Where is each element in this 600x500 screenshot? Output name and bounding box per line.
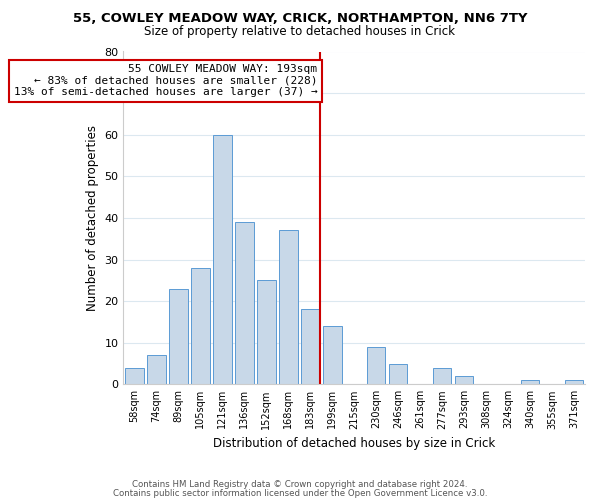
Text: Contains public sector information licensed under the Open Government Licence v3: Contains public sector information licen… [113,488,487,498]
Bar [279,230,298,384]
Y-axis label: Number of detached properties: Number of detached properties [86,125,99,311]
Bar [521,380,539,384]
Bar [301,310,320,384]
Bar [125,368,143,384]
Bar [169,288,188,384]
Bar [191,268,209,384]
Text: 55, COWLEY MEADOW WAY, CRICK, NORTHAMPTON, NN6 7TY: 55, COWLEY MEADOW WAY, CRICK, NORTHAMPTO… [73,12,527,26]
Text: Contains HM Land Registry data © Crown copyright and database right 2024.: Contains HM Land Registry data © Crown c… [132,480,468,489]
Bar [147,355,166,384]
Text: 55 COWLEY MEADOW WAY: 193sqm
← 83% of detached houses are smaller (228)
13% of s: 55 COWLEY MEADOW WAY: 193sqm ← 83% of de… [14,64,317,97]
Bar [235,222,254,384]
Bar [565,380,583,384]
Bar [367,347,385,385]
Text: Size of property relative to detached houses in Crick: Size of property relative to detached ho… [145,25,455,38]
Bar [213,134,232,384]
Bar [433,368,451,384]
X-axis label: Distribution of detached houses by size in Crick: Distribution of detached houses by size … [213,437,495,450]
Bar [389,364,407,384]
Bar [257,280,275,384]
Bar [323,326,341,384]
Bar [455,376,473,384]
